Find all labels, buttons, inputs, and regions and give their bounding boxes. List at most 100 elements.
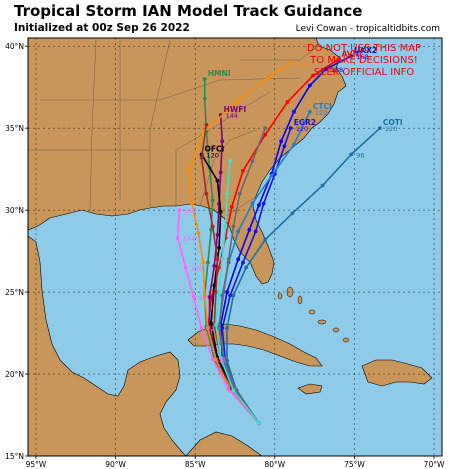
forecast-hour-label: 120 bbox=[296, 125, 308, 133]
lat-tick-label: 35°N bbox=[5, 124, 24, 133]
track-point bbox=[226, 386, 231, 391]
forecast-hour-label: 144 bbox=[226, 112, 238, 120]
warning-line-3: SEEK OFFICIAL INFO bbox=[314, 67, 415, 78]
track-point bbox=[288, 126, 293, 131]
track-point bbox=[199, 326, 204, 331]
forecast-hour-label: 120 bbox=[315, 109, 327, 117]
track-point bbox=[234, 100, 239, 104]
lat-tick-label: 30°N bbox=[5, 206, 24, 215]
track-point bbox=[202, 96, 207, 101]
track-line bbox=[176, 210, 260, 424]
track-point bbox=[231, 224, 236, 229]
track-point bbox=[261, 201, 266, 206]
credit-text: Levi Cowan - tropicaltidbits.com bbox=[295, 24, 440, 34]
track-point bbox=[282, 144, 287, 149]
lat-tick-label: 25°N bbox=[5, 288, 24, 297]
track-point bbox=[307, 83, 312, 88]
track-point bbox=[220, 139, 225, 144]
disclaimer: DO NOT USE THIS MAP TO MAKE DECISIONS! S… bbox=[307, 43, 421, 78]
lon-tick-label: 85°W bbox=[185, 460, 206, 469]
track-point bbox=[253, 229, 258, 234]
track-point bbox=[213, 357, 218, 362]
model-name-label: CTCI bbox=[313, 102, 332, 111]
track-point bbox=[204, 191, 209, 196]
forecast-hour-label: 168 bbox=[331, 66, 343, 74]
track-point bbox=[292, 109, 296, 114]
init-time: Initialized at 00z Sep 26 2022 bbox=[14, 22, 190, 34]
track-point bbox=[263, 132, 268, 137]
state-borders bbox=[28, 39, 319, 217]
track-point bbox=[250, 159, 255, 163]
track-point bbox=[236, 257, 241, 262]
track-point bbox=[225, 290, 229, 294]
model-name-label: HMNI bbox=[208, 69, 231, 78]
track-point bbox=[206, 260, 210, 265]
track-point bbox=[323, 67, 328, 72]
track-point bbox=[196, 231, 201, 235]
track-point bbox=[336, 57, 341, 62]
track-point bbox=[228, 159, 233, 163]
lat-tick-label: 40°N bbox=[5, 42, 24, 51]
track-point bbox=[183, 265, 188, 270]
model-name-label: COTI bbox=[383, 118, 403, 127]
track-point bbox=[213, 290, 218, 294]
track-point bbox=[210, 224, 215, 229]
track-point bbox=[279, 139, 284, 144]
axis-labels: 40°N 35°N 30°N 25°N 20°N 15°N95°W 90°W 85°W 80°W… bbox=[5, 42, 445, 469]
track-point bbox=[311, 73, 315, 78]
model-name-label: UKX2 bbox=[354, 46, 377, 55]
forecast-hour-label: 96 bbox=[356, 151, 364, 159]
track-point bbox=[226, 257, 231, 262]
track-point bbox=[177, 208, 182, 213]
track-point bbox=[236, 229, 241, 234]
track-point bbox=[231, 388, 236, 393]
track-point bbox=[186, 168, 191, 173]
track-point bbox=[199, 155, 204, 160]
map-title: Tropical Storm IAN Model Track Guidance bbox=[14, 2, 363, 20]
track-point bbox=[215, 257, 220, 262]
track-point bbox=[191, 295, 196, 299]
track-point bbox=[229, 204, 234, 209]
track-point bbox=[212, 263, 217, 268]
forecast-hour-label: 120 bbox=[385, 125, 397, 133]
track-point bbox=[223, 224, 228, 229]
track-point bbox=[320, 183, 325, 188]
central-america-landmass bbox=[185, 431, 263, 456]
track-point bbox=[378, 126, 382, 131]
track-point bbox=[202, 77, 207, 81]
track-point bbox=[307, 109, 312, 114]
track-point bbox=[288, 60, 293, 65]
track-point bbox=[217, 245, 221, 250]
warning-line-1: DO NOT USE THIS MAP bbox=[307, 43, 421, 54]
track-point bbox=[292, 142, 296, 147]
forecast-hour-label: 120 bbox=[191, 264, 203, 272]
track-point bbox=[204, 122, 209, 127]
lon-tick-label: 70°W bbox=[424, 460, 445, 469]
track-point bbox=[202, 293, 207, 298]
track-point bbox=[247, 227, 252, 232]
track-point bbox=[209, 321, 214, 326]
track-point bbox=[213, 322, 218, 327]
track-point bbox=[215, 178, 220, 183]
lon-tick-label: 90°W bbox=[105, 460, 126, 469]
lon-tick-label: 80°W bbox=[264, 460, 285, 469]
track-point bbox=[241, 168, 245, 173]
track-point bbox=[220, 257, 225, 262]
land-layer bbox=[28, 38, 433, 456]
track-point bbox=[209, 227, 214, 232]
track-point bbox=[190, 201, 194, 206]
lon-tick-label: 75°W bbox=[344, 460, 365, 469]
lat-tick-label: 20°N bbox=[5, 370, 24, 379]
track-point bbox=[175, 236, 180, 240]
track-point bbox=[218, 209, 223, 214]
warning-line-2: TO MAKE DECISIONS! bbox=[309, 55, 418, 66]
track-point bbox=[228, 293, 233, 298]
track-point bbox=[290, 211, 295, 216]
track-point bbox=[218, 170, 223, 175]
track-point bbox=[266, 75, 271, 80]
track-point bbox=[210, 357, 215, 362]
track-point bbox=[201, 260, 206, 265]
track-point bbox=[237, 191, 242, 196]
track-point bbox=[241, 260, 245, 265]
track-point bbox=[217, 265, 221, 270]
